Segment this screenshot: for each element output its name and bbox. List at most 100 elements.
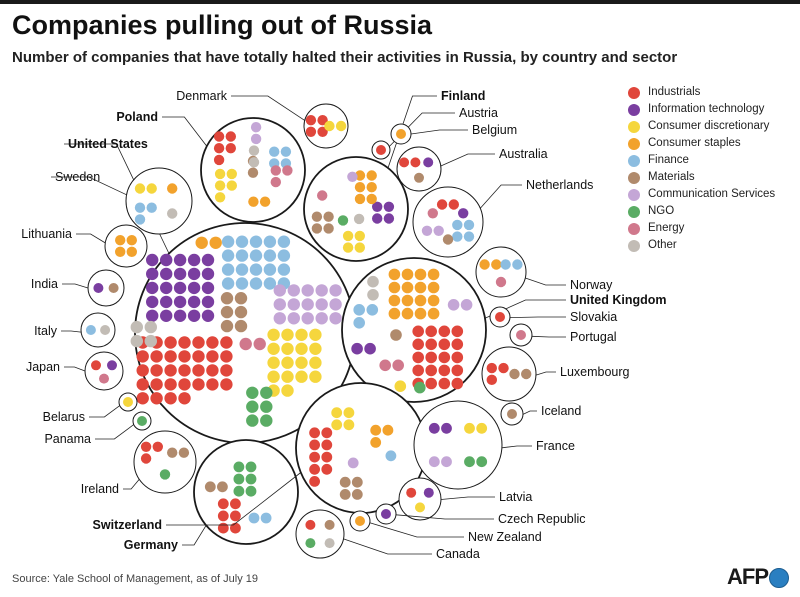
dot-communication-services	[301, 284, 314, 297]
dot-ngo	[246, 400, 259, 413]
dot-ngo	[137, 416, 147, 426]
dot-industrials	[321, 451, 333, 463]
dot-consumer-staples	[259, 196, 271, 207]
dot-materials	[220, 292, 234, 305]
country-label-czech-republic: Czech Republic	[498, 512, 586, 526]
dot-information-technology	[173, 253, 187, 267]
country-label-sweden: Sweden	[55, 170, 100, 184]
dot-finance	[221, 277, 235, 290]
dot-communication-services	[301, 298, 314, 311]
dot-consumer-discretionary	[342, 242, 354, 253]
dot-consumer-staples	[427, 268, 440, 281]
dot-consumer-staples	[401, 268, 414, 281]
dot-consumer-discretionary	[295, 328, 308, 341]
dot-finance	[221, 235, 235, 248]
dot-consumer-staples	[126, 246, 137, 257]
dot-other	[167, 208, 178, 219]
dot-communication-services	[315, 312, 328, 325]
dot-consumer-discretionary	[464, 422, 475, 434]
dot-consumer-staples	[388, 307, 401, 320]
dot-industrials	[305, 115, 317, 126]
dot-information-technology	[187, 267, 201, 281]
leader-line-lithuania	[76, 233, 106, 244]
leader-line-india	[62, 283, 89, 289]
dot-industrials	[206, 350, 219, 363]
dot-industrials	[309, 439, 320, 451]
legend-label: Industrials	[648, 86, 701, 98]
dot-consumer-discretionary	[331, 407, 343, 419]
dot-industrials	[192, 364, 205, 377]
dot-consumer-staples	[115, 246, 126, 257]
legend-swatch	[628, 121, 640, 133]
legend-swatch	[628, 240, 640, 252]
leader-line-portugal	[531, 335, 566, 338]
dot-industrials	[220, 350, 233, 363]
dot-ngo	[233, 461, 245, 473]
dot-industrials	[486, 374, 497, 385]
legend-label: Finance	[648, 154, 689, 166]
dot-energy	[392, 359, 405, 372]
dot-consumer-discretionary	[295, 356, 308, 369]
dot-communication-services	[250, 122, 262, 133]
dot-consumer-discretionary	[354, 242, 365, 253]
dot-industrials	[213, 131, 225, 142]
dot-consumer-discretionary	[267, 370, 280, 383]
dot-industrials	[192, 378, 205, 391]
dot-ngo	[246, 414, 259, 427]
dot-consumer-discretionary	[309, 370, 322, 383]
dot-consumer-staples	[248, 196, 259, 207]
dot-industrials	[136, 392, 149, 405]
dot-consumer-staples	[366, 182, 377, 193]
dot-communication-services	[329, 312, 342, 325]
dot-industrials	[410, 157, 421, 168]
dot-information-technology	[381, 509, 391, 519]
dot-materials	[509, 368, 520, 380]
dot-other	[130, 334, 143, 348]
dot-communication-services	[460, 299, 473, 311]
leader-line-italy	[61, 330, 82, 333]
dot-consumer-staples	[209, 236, 222, 249]
dot-finance	[463, 219, 475, 231]
dot-materials	[234, 305, 248, 319]
dot-finance	[235, 263, 249, 276]
bubble-australia	[396, 146, 442, 192]
dot-consumer-discretionary	[295, 370, 308, 383]
dot-consumer-discretionary	[214, 180, 226, 191]
dot-finance	[452, 231, 463, 242]
dot-finance	[263, 277, 277, 290]
dot-consumer-discretionary	[354, 230, 365, 242]
dot-finance	[249, 249, 263, 262]
dot-consumer-staples	[370, 424, 382, 436]
bubble-latvia	[398, 477, 442, 521]
dot-information-technology	[160, 253, 173, 267]
dot-information-technology	[201, 267, 215, 281]
dot-information-technology	[372, 201, 383, 212]
dot-materials	[521, 368, 532, 380]
dot-industrials	[309, 451, 320, 463]
dot-materials	[390, 329, 402, 341]
dot-consumer-staples	[491, 259, 502, 270]
dot-communication-services	[447, 299, 460, 311]
dot-industrials	[448, 199, 459, 210]
dot-communication-services	[428, 456, 440, 468]
leader-line-japan	[64, 366, 86, 372]
dot-consumer-staples	[167, 183, 178, 194]
country-label-panama: Panama	[44, 432, 91, 446]
dot-consumer-discretionary	[281, 328, 294, 341]
dot-industrials	[425, 351, 438, 364]
leader-line-poland	[162, 116, 208, 147]
dot-industrials	[412, 325, 425, 338]
dot-ngo	[246, 386, 259, 399]
country-label-australia: Australia	[499, 147, 548, 161]
leader-line-australia	[440, 153, 495, 167]
source-note: Source: Yale School of Management, as of…	[12, 573, 259, 585]
bubble-canada	[295, 509, 345, 559]
bubble-italy	[80, 312, 116, 348]
dot-industrials	[451, 325, 464, 338]
dot-consumer-discretionary	[214, 192, 226, 203]
dot-consumer-discretionary	[214, 168, 226, 180]
dot-information-technology	[423, 157, 434, 168]
dot-information-technology	[173, 309, 187, 322]
dot-consumer-discretionary	[476, 422, 488, 434]
